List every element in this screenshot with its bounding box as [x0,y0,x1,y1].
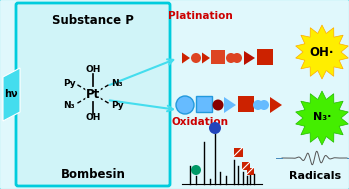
Bar [233,147,243,156]
Polygon shape [3,68,20,121]
Bar [257,49,273,65]
Circle shape [191,53,201,63]
Bar [242,162,250,170]
Circle shape [232,53,242,63]
Bar [246,167,253,174]
Polygon shape [224,97,236,113]
Text: Py: Py [63,78,75,88]
Text: Py: Py [111,101,123,109]
Text: N₃: N₃ [63,101,75,109]
Polygon shape [296,25,348,79]
Text: OH: OH [85,114,101,122]
Polygon shape [296,91,348,145]
Text: Oxidation: Oxidation [171,117,229,127]
Polygon shape [270,97,282,113]
Polygon shape [202,53,210,64]
Circle shape [191,165,201,175]
Circle shape [259,100,269,110]
Text: Radicals: Radicals [289,171,341,181]
Text: OH: OH [85,66,101,74]
Bar [196,96,212,112]
Circle shape [209,122,221,134]
Text: Substance P: Substance P [52,13,134,26]
Text: N₃·: N₃· [313,112,331,122]
Circle shape [213,99,223,111]
Bar [238,96,254,112]
Bar [211,50,225,64]
Polygon shape [182,53,190,64]
Text: Pt: Pt [86,88,100,101]
Text: N₃: N₃ [111,78,123,88]
Circle shape [253,100,263,110]
Text: OH·: OH· [310,46,334,59]
Text: Bombesin: Bombesin [61,169,125,181]
FancyBboxPatch shape [16,3,170,186]
Circle shape [226,53,236,63]
Polygon shape [244,51,255,65]
Circle shape [176,96,194,114]
Text: hν: hν [4,89,18,99]
Text: Platination: Platination [168,11,232,21]
